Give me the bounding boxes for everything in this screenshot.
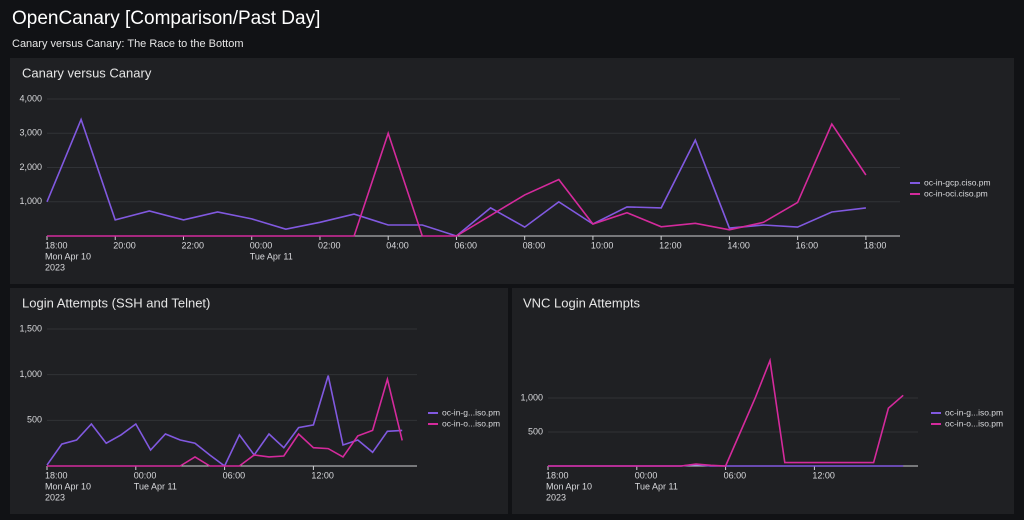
x-tick-date: Tue Apr 11 (635, 481, 678, 491)
legend-label: oc-in-oci.ciso.pm (924, 188, 988, 198)
x-tick-label: 18:00 (864, 240, 887, 250)
legend-label: oc-in-o...iso.pm (442, 418, 500, 428)
x-tick-label: 00:00 (635, 470, 658, 480)
x-tick-date: Mon Apr 10 (45, 251, 91, 261)
y-tick-label: 1,000 (520, 392, 543, 402)
panel (10, 58, 1014, 284)
legend-label: oc-in-g...iso.pm (945, 407, 1003, 417)
y-tick-label: 500 (528, 426, 543, 436)
legend-label: oc-in-o...iso.pm (945, 418, 1003, 428)
x-tick-year: 2023 (546, 492, 566, 502)
x-tick-label: 22:00 (181, 240, 204, 250)
chart-title: Canary versus Canary (22, 65, 152, 80)
panel (512, 288, 1014, 514)
x-tick-date: Mon Apr 10 (546, 481, 592, 491)
x-tick-year: 2023 (45, 492, 65, 502)
series-line (47, 376, 403, 467)
y-tick-label: 1,000 (19, 369, 42, 379)
x-tick-label: 08:00 (523, 240, 546, 250)
x-tick-label: 20:00 (113, 240, 136, 250)
x-tick-label: 12:00 (311, 470, 334, 480)
legend-label: oc-in-gcp.ciso.pm (924, 177, 991, 187)
y-tick-label: 4,000 (19, 93, 42, 103)
x-tick-year: 2023 (45, 262, 65, 272)
x-tick-label: 04:00 (386, 240, 409, 250)
y-tick-label: 1,500 (19, 323, 42, 333)
y-tick-label: 2,000 (19, 162, 42, 172)
x-tick-label: 16:00 (796, 240, 819, 250)
dashboard-subtitle: Canary versus Canary: The Race to the Bo… (12, 38, 244, 50)
x-tick-label: 10:00 (591, 240, 614, 250)
x-tick-label: 14:00 (727, 240, 750, 250)
x-tick-label: 18:00 (45, 240, 68, 250)
series-line (548, 357, 904, 467)
x-tick-date: Tue Apr 11 (134, 481, 177, 491)
chart-title: VNC Login Attempts (523, 295, 641, 310)
x-tick-label: 06:00 (724, 470, 747, 480)
x-tick-label: 18:00 (546, 470, 569, 480)
chart-title: Login Attempts (SSH and Telnet) (22, 295, 210, 310)
panel (10, 288, 508, 514)
x-tick-label: 18:00 (45, 470, 68, 480)
x-tick-label: 00:00 (250, 240, 273, 250)
dashboard-title: OpenCanary [Comparison/Past Day] (12, 8, 320, 29)
x-tick-label: 00:00 (134, 470, 157, 480)
x-tick-date: Tue Apr 11 (250, 251, 293, 261)
y-tick-label: 1,000 (19, 196, 42, 206)
x-tick-date: Mon Apr 10 (45, 481, 91, 491)
legend-label: oc-in-g...iso.pm (442, 407, 500, 417)
x-tick-label: 06:00 (454, 240, 477, 250)
x-tick-label: 12:00 (659, 240, 682, 250)
x-tick-label: 02:00 (318, 240, 341, 250)
y-tick-label: 3,000 (19, 128, 42, 138)
x-tick-label: 06:00 (223, 470, 246, 480)
series-line (47, 122, 867, 237)
y-tick-label: 500 (27, 415, 42, 425)
x-tick-label: 12:00 (812, 470, 835, 480)
